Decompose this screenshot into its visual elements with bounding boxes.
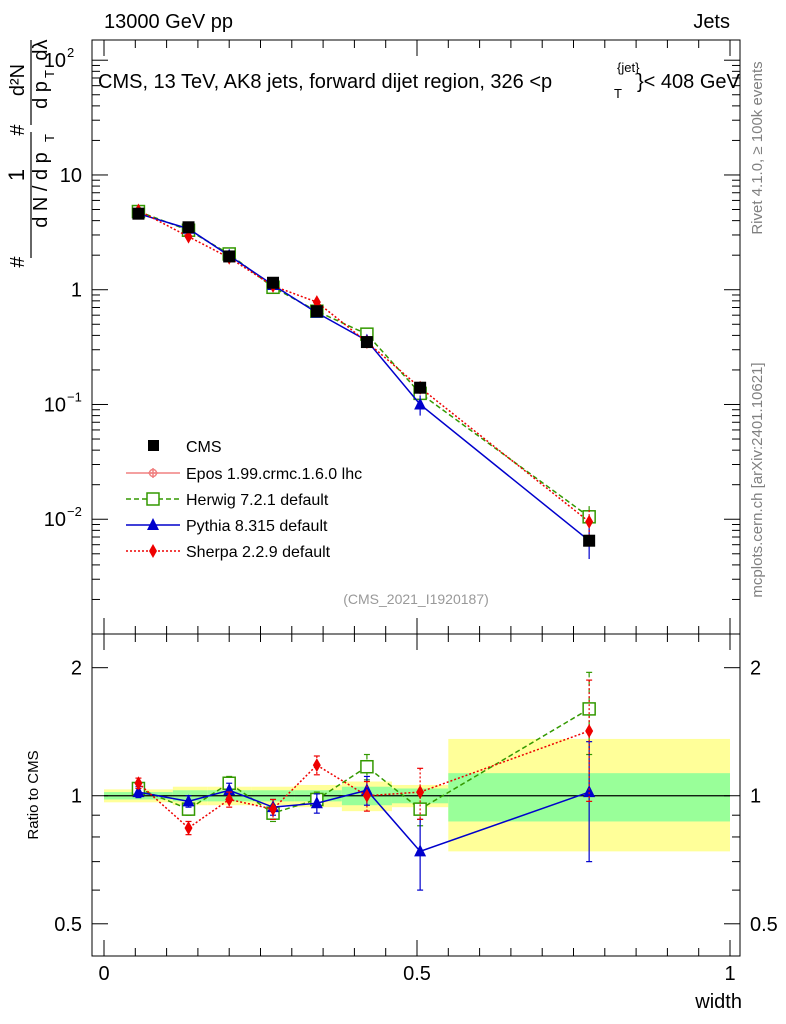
rivet-version-label: Rivet 4.1.0, ≥ 100k events [749, 61, 766, 234]
y-label-hash: # [7, 256, 29, 268]
ratio-line-sherpa [137, 730, 590, 829]
x-tick-label: 1 [724, 963, 735, 985]
y-tick-label: 10 [44, 509, 66, 531]
ratio-y-tick-label-left: 2 [71, 658, 82, 680]
legend-entry-cms: CMS [148, 439, 222, 456]
ratio-point-sherpa [134, 776, 143, 791]
ratio-point-sherpa [184, 820, 193, 835]
line-pythia [138, 212, 590, 542]
point-cms [583, 534, 596, 547]
point-pythia [414, 397, 427, 410]
x-tick-label: 0 [98, 963, 109, 985]
ratio-point-herwig [360, 759, 374, 774]
ratio-series-sherpa [134, 679, 594, 836]
y-label-numerator: d²N [7, 64, 29, 96]
legend-entry-sherpa: Sherpa 2.2.9 default [126, 544, 331, 561]
header-left: 13000 GeV pp [104, 11, 233, 33]
series-cms [132, 207, 596, 547]
x-axis-label: width [694, 991, 742, 1013]
ratio-point-sherpa [269, 802, 278, 817]
legend-marker-herwig [146, 492, 160, 506]
line-sherpa [138, 209, 590, 523]
ratio-y-tick-label-right: 2 [750, 658, 761, 680]
x-tick-label: 0.5 [403, 963, 431, 985]
y-tick-label-exponent: −2 [67, 504, 82, 519]
ratio-series-layer [131, 671, 596, 891]
main-series-layer [131, 203, 596, 560]
ratio-axes: 0.5 0.5 1 1 2 2 0 0.5 1 [54, 634, 778, 985]
point-cms [310, 305, 323, 318]
ratio-line-herwig [138, 708, 590, 814]
header-right: Jets [693, 11, 730, 33]
title-tail: }< 408 GeV [637, 71, 741, 93]
ratio-point-sherpa [312, 758, 321, 773]
analysis-watermark: (CMS_2021_I1920187) [343, 591, 489, 607]
title-sub: T [614, 86, 622, 101]
legend-marker-sherpa [149, 544, 157, 558]
legend-entry-herwig: Herwig 7.2.1 default [126, 492, 329, 509]
main-y-axis-label: 1 # d N / d p T # d²N d p T dλ [4, 39, 57, 267]
legend-marker-epos [148, 468, 158, 478]
mcplots-label: mcplots.cern.ch [arXiv:2401.10621] [749, 362, 766, 597]
ratio-point-pythia [132, 785, 145, 798]
point-sherpa [585, 514, 594, 529]
ratio-point-pythia [182, 794, 195, 807]
y-label-numerator-sub: T [42, 70, 57, 78]
ratio-y-axis-label: Ratio to CMS [25, 750, 42, 839]
legend-label-herwig: Herwig 7.2.1 default [186, 492, 329, 509]
y-label-hash-2: # [7, 124, 29, 136]
plot-title: CMS, 13 TeV, AK8 jets, forward dijet reg… [98, 60, 741, 101]
ratio-point-pythia [310, 796, 323, 809]
point-cms [182, 221, 195, 234]
ratio-point-pythia [414, 844, 427, 857]
ratio-bands-layer [104, 738, 730, 852]
ratio-line-pythia [138, 789, 590, 853]
y-tick-label: 1 [71, 280, 82, 302]
ratio-point-sherpa [225, 792, 234, 807]
y-label-one: 1 [4, 169, 29, 181]
point-cms [132, 207, 145, 220]
point-cms [360, 336, 373, 349]
point-cms [267, 276, 280, 289]
y-tick-label-exponent: −1 [67, 389, 82, 404]
y-tick-label-exponent: 2 [67, 45, 74, 60]
point-cms [223, 250, 236, 263]
legend-marker-cms [148, 440, 159, 451]
ratio-point-sherpa [585, 723, 594, 738]
point-cms [414, 381, 427, 394]
y-label-lambda: dλ [30, 39, 52, 60]
ratio-point-sherpa [362, 788, 371, 803]
legend-label-pythia: Pythia 8.315 default [186, 518, 328, 535]
legend-label-cms: CMS [186, 439, 222, 456]
legend-label-sherpa: Sherpa 2.2.9 default [186, 544, 331, 561]
legend-label-epos: Epos 1.99.crmc.1.6.0 lhc [186, 466, 362, 483]
y-tick-label: 10 [60, 165, 82, 187]
legend-marker-pythia [147, 518, 159, 530]
legend: CMS Epos 1.99.crmc.1.6.0 lhc Herwig 7.2.… [126, 439, 362, 561]
ratio-plot-frame [91, 633, 741, 957]
ratio-point-pythia [583, 785, 596, 798]
ratio-y-tick-label-left: 1 [71, 786, 82, 808]
ratio-y-tick-label-right: 1 [750, 786, 761, 808]
y-tick-label: 10 [44, 394, 66, 416]
ratio-y-tick-label-left: 0.5 [54, 914, 82, 936]
y-label-numerator-denominator: d p [30, 81, 52, 109]
ratio-point-sherpa [416, 785, 425, 800]
y-label-denominator-sub: T [42, 134, 57, 142]
title-main: CMS, 13 TeV, AK8 jets, forward dijet reg… [98, 71, 552, 93]
ratio-y-tick-label-right: 0.5 [750, 914, 778, 936]
y-tick-label: 10 [44, 50, 66, 72]
series-sherpa [134, 203, 594, 538]
y-label-denominator: d N / d p [30, 152, 52, 228]
title-sup: {jet} [617, 60, 640, 75]
legend-entry-pythia: Pythia 8.315 default [126, 518, 328, 535]
legend-entry-epos: Epos 1.99.crmc.1.6.0 lhc [126, 466, 362, 483]
